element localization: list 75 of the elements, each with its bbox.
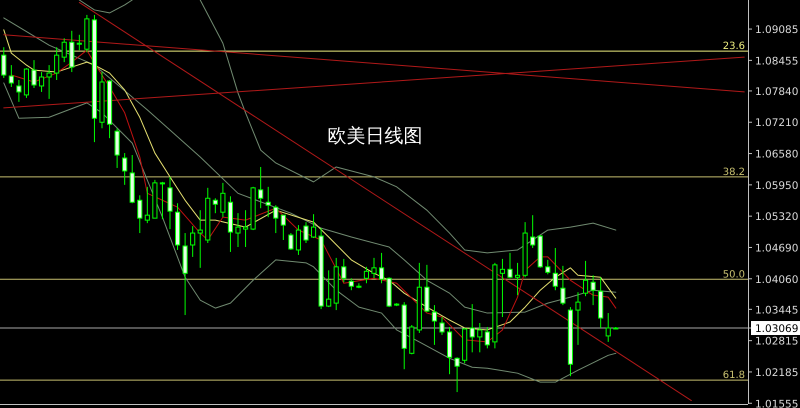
candlestick bbox=[552, 247, 558, 291]
candlestick bbox=[167, 176, 173, 230]
candlestick bbox=[144, 186, 150, 224]
y-tick-label: 1.07840 bbox=[755, 86, 798, 98]
candlestick bbox=[575, 292, 581, 346]
y-tick-label: 1.04690 bbox=[755, 242, 798, 254]
y-tick-label: 1.08455 bbox=[755, 55, 798, 68]
text: 欧美日线图 bbox=[328, 125, 422, 147]
y-tick-label: 1.07210 bbox=[755, 117, 798, 130]
candlestick bbox=[348, 278, 354, 291]
y-tick-label: 1.04060 bbox=[755, 274, 798, 286]
candlestick bbox=[484, 326, 490, 349]
candlestick bbox=[582, 260, 588, 297]
candlestick bbox=[212, 198, 218, 214]
candlestick bbox=[590, 274, 596, 306]
y-tick-label: 1.03069 bbox=[755, 323, 798, 336]
candlestick bbox=[371, 257, 377, 279]
candlestick bbox=[38, 72, 44, 92]
candlestick bbox=[76, 34, 82, 51]
candlestick bbox=[220, 182, 226, 218]
candlestick bbox=[432, 304, 438, 346]
candlestick bbox=[424, 264, 430, 313]
y-tick-label: 1.01555 bbox=[755, 398, 798, 408]
candlestick bbox=[545, 259, 550, 275]
annotation: 38.2 bbox=[722, 166, 745, 178]
line-series bbox=[78, 0, 133, 14]
candlestick bbox=[560, 265, 566, 306]
candlestick bbox=[296, 224, 302, 256]
candlestick bbox=[242, 210, 248, 248]
y-tick-label: 1.09085 bbox=[755, 24, 798, 36]
candlestick bbox=[341, 258, 346, 283]
candlestick bbox=[122, 152, 128, 186]
candlestick bbox=[46, 64, 52, 100]
y-tick-label: 1.02815 bbox=[755, 336, 798, 348]
candlestick bbox=[54, 46, 60, 81]
candlestick bbox=[235, 212, 241, 248]
candlestick bbox=[258, 166, 264, 209]
candlestick bbox=[8, 64, 14, 88]
candlestick bbox=[454, 356, 460, 393]
candlestick bbox=[160, 181, 166, 220]
candlestick bbox=[514, 262, 520, 296]
candlestick bbox=[326, 270, 332, 308]
candlestick bbox=[288, 232, 294, 250]
candlestick bbox=[16, 80, 22, 102]
candlestick bbox=[1, 46, 6, 79]
candlestick bbox=[500, 258, 506, 318]
candlestick bbox=[266, 186, 271, 218]
candlestick bbox=[137, 194, 142, 234]
candlestick bbox=[530, 214, 536, 248]
candlestick bbox=[364, 266, 370, 284]
candlestick bbox=[310, 214, 316, 239]
candlestick bbox=[378, 252, 384, 284]
line-series bbox=[200, 0, 616, 254]
candlestick bbox=[507, 252, 513, 279]
candlestick bbox=[190, 226, 196, 258]
y-tick-label: 1.02185 bbox=[755, 366, 798, 379]
candlestick bbox=[470, 304, 475, 353]
y-tick-label: 1.06580 bbox=[755, 148, 798, 161]
candlestick bbox=[303, 222, 309, 244]
candlestick bbox=[114, 128, 120, 168]
line-series bbox=[3, 82, 616, 383]
y-tick-label: 1.05320 bbox=[755, 211, 798, 224]
candlestick bbox=[477, 322, 482, 353]
y-tick-label: 1.03445 bbox=[755, 304, 798, 316]
candlestick bbox=[31, 60, 37, 88]
y-tick-label: 1.05950 bbox=[755, 180, 798, 192]
candlestick bbox=[198, 210, 203, 268]
candlestick bbox=[62, 38, 67, 63]
candlestick bbox=[280, 214, 286, 241]
candlestick bbox=[439, 316, 445, 336]
annotation: 23.6 bbox=[722, 41, 745, 52]
annotation: 50.0 bbox=[722, 269, 745, 280]
candlestick bbox=[273, 204, 278, 234]
candlestick bbox=[606, 312, 611, 342]
annotation: 61.8 bbox=[722, 370, 745, 382]
